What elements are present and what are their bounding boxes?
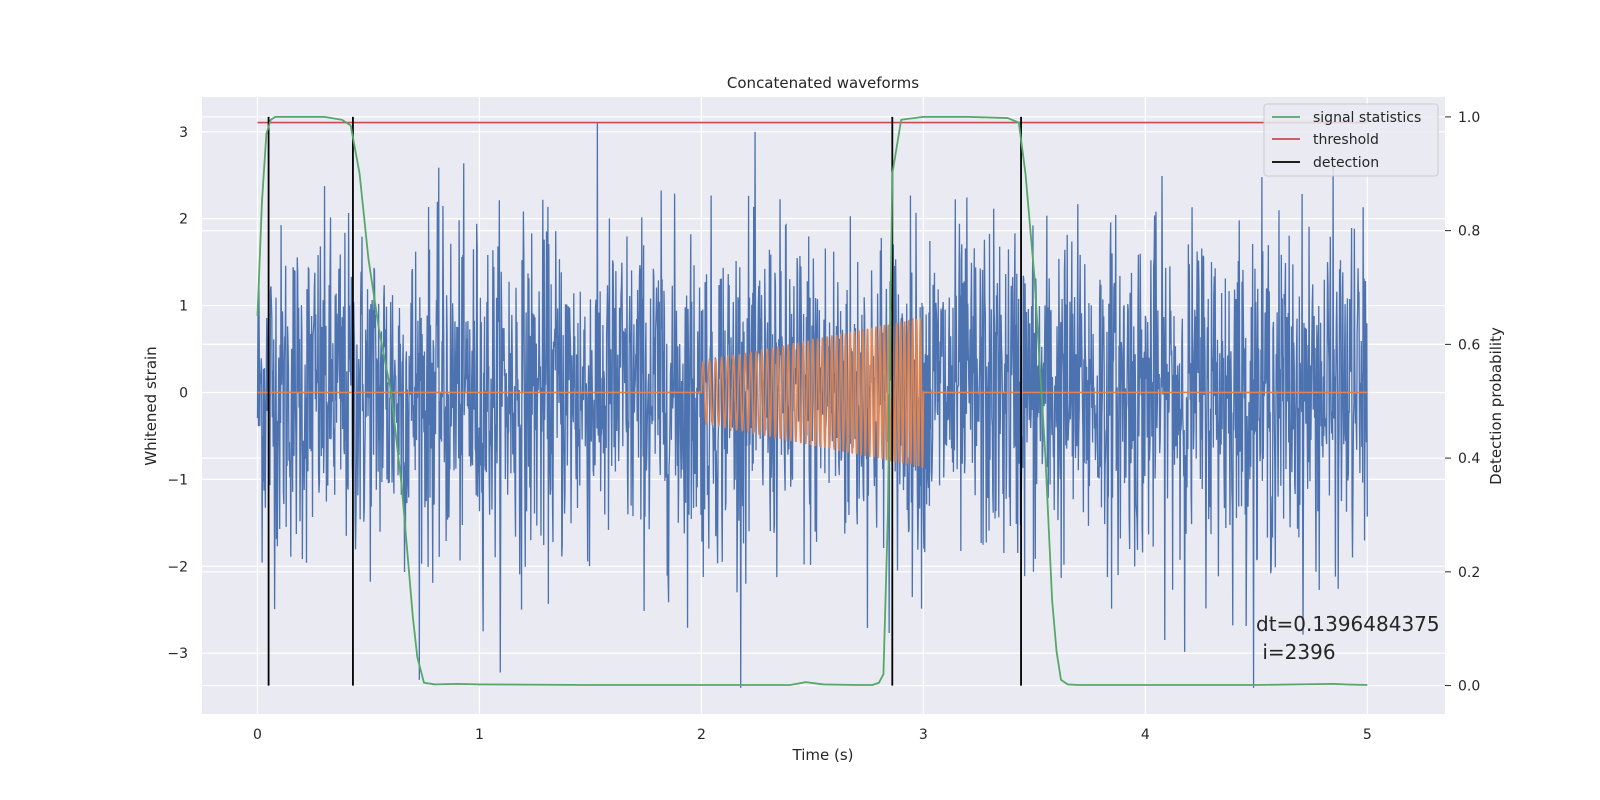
signal-statistics-line [256, 116, 1368, 686]
y-tick-label-4: 1 [179, 299, 188, 315]
y-tick-label-2: −1 [167, 472, 188, 488]
y-tick-label-0: −3 [167, 646, 188, 662]
y-tick-label-1: −2 [167, 559, 188, 575]
y-right-tick-label-2: 0.4 [1458, 451, 1480, 467]
strain-line [256, 123, 1368, 688]
y-axis-label: Whitened strain [142, 346, 160, 465]
injection-series [257, 317, 1368, 468]
y-tick-label-3: 0 [179, 385, 188, 401]
chart-title: Concatenated waveforms [727, 74, 919, 92]
x-tick-label-5: 5 [1363, 727, 1372, 743]
y-right-tick-label-5: 1.0 [1458, 110, 1480, 126]
x-tick-label-3: 3 [919, 727, 928, 743]
x-axis-label: Time (s) [792, 746, 854, 764]
legend-label-detection: detection [1313, 155, 1379, 171]
strain-series [256, 123, 1368, 688]
y-tick-label-5: 2 [179, 212, 188, 228]
legend-label-statistics: signal statistics [1313, 110, 1421, 126]
y-right-tick-label-1: 0.2 [1458, 565, 1480, 581]
legend-label-threshold: threshold [1313, 132, 1379, 148]
annotation-index: i=2396 [1256, 640, 1336, 664]
x-tick-label-0: 0 [253, 727, 262, 743]
y-right-tick-label-3: 0.6 [1458, 337, 1480, 353]
signal-statistics-series [256, 116, 1368, 686]
x-tick-label-4: 4 [1141, 727, 1150, 743]
x-tick-label-1: 1 [475, 727, 484, 743]
annotation-dt: dt=0.1396484375 [1256, 612, 1440, 636]
y-right-tick-label-4: 0.8 [1458, 224, 1480, 240]
legend: signal statistics threshold detection [1263, 103, 1439, 177]
x-tick-label-2: 2 [697, 727, 706, 743]
y-right-tick-label-0: 0.0 [1458, 679, 1480, 695]
y-axis-label-right: Detection probability [1487, 327, 1505, 485]
legend-box [1263, 103, 1439, 177]
detection-series [267, 116, 1022, 686]
y-tick-label-6: 3 [179, 125, 188, 141]
injection-line [257, 317, 1368, 468]
axes-text: 0 1 2 3 4 5 −3 −2 −1 0 1 2 3 0.0 0.2 0.4 0.6 0.8 1.0 [167, 110, 1480, 743]
